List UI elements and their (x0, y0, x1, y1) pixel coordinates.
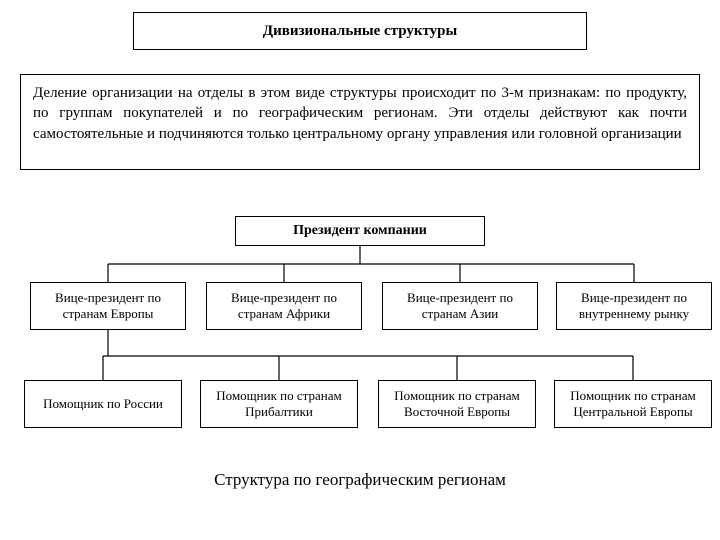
assist-node-eastern: Помощник по странам Восточной Европы (378, 380, 536, 428)
description-text: Деление организации на отделы в этом вид… (33, 85, 687, 142)
vp-node-asia: Вице-президент по странам Азии (382, 282, 538, 330)
vp-label: Вице-президент по странам Европы (37, 290, 179, 321)
vp-node-africa: Вице-президент по странам Африки (206, 282, 362, 330)
title-box: Дивизиональные структуры (133, 12, 587, 50)
president-label: Президент компании (293, 223, 427, 240)
assist-label: Помощник по России (43, 396, 163, 412)
vp-label: Вице-президент по внутреннему рынку (563, 290, 705, 321)
assist-label: Помощник по странам Центральной Европы (561, 388, 705, 419)
assist-node-russia: Помощник по России (24, 380, 182, 428)
assist-node-central: Помощник по странам Центральной Европы (554, 380, 712, 428)
title-text: Дивизиональные структуры (263, 23, 457, 40)
assist-label: Помощник по странам Восточной Европы (385, 388, 529, 419)
vp-node-domestic: Вице-президент по внутреннему рынку (556, 282, 712, 330)
vp-label: Вице-президент по странам Азии (389, 290, 531, 321)
assist-label: Помощник по странам Прибалтики (207, 388, 351, 419)
president-node: Президент компании (235, 216, 485, 246)
description-box: Деление организации на отделы в этом вид… (20, 74, 700, 170)
caption-text: Структура по географическим регионам (0, 470, 720, 490)
vp-label: Вице-президент по странам Африки (213, 290, 355, 321)
vp-node-europe: Вице-президент по странам Европы (30, 282, 186, 330)
assist-node-baltic: Помощник по странам Прибалтики (200, 380, 358, 428)
